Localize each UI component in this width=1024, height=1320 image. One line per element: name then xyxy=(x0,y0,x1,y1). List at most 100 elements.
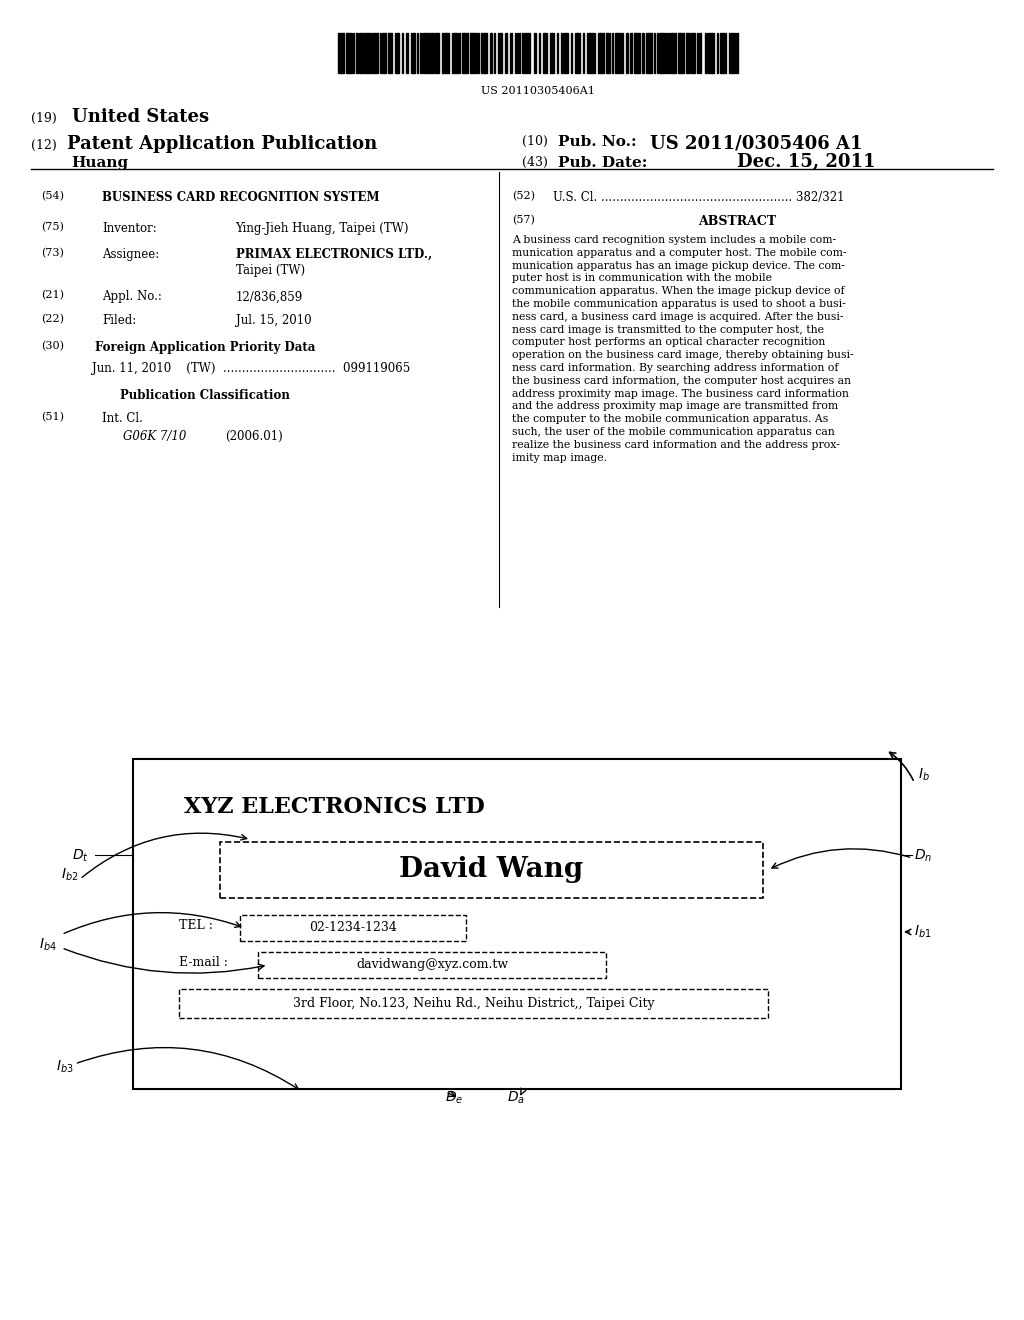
Bar xyxy=(519,33,520,73)
Bar xyxy=(717,33,718,73)
Bar xyxy=(470,33,476,73)
Bar xyxy=(179,989,768,1018)
Bar xyxy=(626,33,628,73)
Bar xyxy=(220,842,763,898)
Bar xyxy=(372,33,378,73)
Text: $I_{b4}$: $I_{b4}$ xyxy=(39,937,56,953)
Bar xyxy=(534,33,536,73)
Text: Patent Application Publication: Patent Application Publication xyxy=(67,135,377,153)
Bar xyxy=(634,33,640,73)
Text: $I_{b3}$: $I_{b3}$ xyxy=(56,1059,74,1074)
Bar xyxy=(388,33,392,73)
Text: Foreign Application Priority Data: Foreign Application Priority Data xyxy=(94,341,315,354)
Bar xyxy=(550,33,554,73)
Text: Assignee:: Assignee: xyxy=(102,248,160,261)
Bar xyxy=(490,33,492,73)
Bar xyxy=(657,33,658,73)
Bar xyxy=(517,33,518,73)
Bar xyxy=(691,33,695,73)
Bar xyxy=(598,33,604,73)
Bar xyxy=(382,33,386,73)
Text: (19): (19) xyxy=(31,112,56,125)
Text: PRIMAX ELECTRONICS LTD.,: PRIMAX ELECTRONICS LTD., xyxy=(236,248,432,261)
Bar xyxy=(133,759,901,1089)
Bar xyxy=(642,33,644,73)
Bar xyxy=(420,33,422,73)
Bar xyxy=(575,33,580,73)
Text: Inventor:: Inventor: xyxy=(102,222,157,235)
Bar xyxy=(583,33,584,73)
Text: $I_{b1}$: $I_{b1}$ xyxy=(914,924,932,940)
Bar xyxy=(630,33,632,73)
Bar xyxy=(505,33,507,73)
Bar xyxy=(615,33,620,73)
Text: ABSTRACT: ABSTRACT xyxy=(698,215,776,228)
Bar xyxy=(494,33,495,73)
Text: $D_n$: $D_n$ xyxy=(914,847,933,863)
Text: (30): (30) xyxy=(41,341,63,351)
Bar xyxy=(365,33,371,73)
Bar xyxy=(524,33,530,73)
Text: $I_b$: $I_b$ xyxy=(918,767,930,783)
Text: (10): (10) xyxy=(522,135,548,148)
Bar xyxy=(452,33,458,73)
Text: (54): (54) xyxy=(41,191,63,202)
Bar xyxy=(612,33,613,73)
Bar xyxy=(561,33,563,73)
Text: Filed:: Filed: xyxy=(102,314,136,327)
Text: Int. Cl.: Int. Cl. xyxy=(102,412,143,425)
Bar xyxy=(659,33,666,73)
Bar xyxy=(240,915,466,941)
Bar xyxy=(699,33,701,73)
Bar xyxy=(430,33,434,73)
Bar xyxy=(587,33,593,73)
Bar xyxy=(417,33,418,73)
Bar xyxy=(411,33,415,73)
Bar xyxy=(346,33,352,73)
Bar xyxy=(594,33,595,73)
Bar xyxy=(395,33,399,73)
Bar xyxy=(477,33,479,73)
Text: (52): (52) xyxy=(512,191,535,202)
Bar xyxy=(258,952,606,978)
Text: 3rd Floor, No.123, Neihu Rd., Neihu District,, Taipei City: 3rd Floor, No.123, Neihu Rd., Neihu Dist… xyxy=(293,997,654,1010)
Bar xyxy=(406,33,408,73)
Bar xyxy=(697,33,698,73)
Text: Huang: Huang xyxy=(72,156,129,170)
Bar xyxy=(515,33,516,73)
Bar xyxy=(543,33,547,73)
Text: United States: United States xyxy=(72,108,209,127)
Text: (43): (43) xyxy=(522,156,548,169)
Text: Appl. No.:: Appl. No.: xyxy=(102,290,162,304)
Text: $D_a$: $D_a$ xyxy=(507,1090,525,1106)
Text: davidwang@xyz.com.tw: davidwang@xyz.com.tw xyxy=(356,958,508,972)
Text: TEL :: TEL : xyxy=(179,919,217,932)
Bar xyxy=(459,33,460,73)
Text: U.S. Cl. ................................................... 382/321: U.S. Cl. ...............................… xyxy=(553,191,845,205)
Bar xyxy=(557,33,558,73)
Text: Dec. 15, 2011: Dec. 15, 2011 xyxy=(737,153,876,172)
Bar xyxy=(356,33,358,73)
Bar xyxy=(571,33,572,73)
Bar xyxy=(481,33,487,73)
Text: G06K 7/10: G06K 7/10 xyxy=(123,430,186,444)
Bar xyxy=(359,33,364,73)
Text: US 20110305406A1: US 20110305406A1 xyxy=(480,86,595,96)
Text: Publication Classification: Publication Classification xyxy=(120,389,290,403)
Text: Pub. Date:: Pub. Date: xyxy=(558,156,647,170)
Text: Jun. 11, 2010    (TW)  ..............................  099119065: Jun. 11, 2010 (TW) .....................… xyxy=(92,362,411,375)
Bar xyxy=(606,33,610,73)
Bar xyxy=(539,33,540,73)
Text: (22): (22) xyxy=(41,314,63,325)
Text: Jul. 15, 2010: Jul. 15, 2010 xyxy=(236,314,311,327)
Bar xyxy=(736,33,738,73)
Bar xyxy=(510,33,512,73)
Bar xyxy=(729,33,735,73)
Bar xyxy=(678,33,684,73)
Text: David Wang: David Wang xyxy=(399,857,584,883)
Text: $D_e$: $D_e$ xyxy=(445,1090,464,1106)
Bar xyxy=(564,33,568,73)
Bar xyxy=(442,33,449,73)
Bar xyxy=(708,33,714,73)
Text: (12): (12) xyxy=(31,139,56,152)
